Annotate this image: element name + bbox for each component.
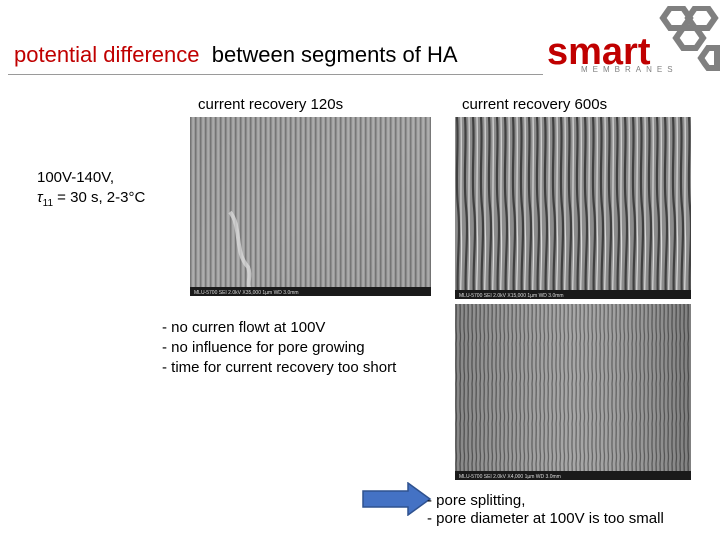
note-item: - time for current recovery too short xyxy=(162,359,397,376)
conclusion-notes: - pore splitting, - pore diameter at 100… xyxy=(427,492,664,528)
title-underline xyxy=(8,74,543,75)
logo-word: smart xyxy=(547,31,651,73)
sem-120s-scalebar: MLU-5700 SEI 2.0kV X35,000 1µm WD 3.0mm xyxy=(194,290,299,296)
conditions-time-temp: τ11 = 30 s, 2-3°C xyxy=(37,188,145,214)
label-recovery-120s: current recovery 120s xyxy=(198,96,344,113)
note-item: - no influence for pore growing xyxy=(162,339,365,356)
observation-notes: - no curren flowt at 100V - no influence… xyxy=(162,318,396,378)
title-red-part: potential difference xyxy=(14,42,200,67)
title-black-part: between segments of HA xyxy=(211,42,458,67)
conditions-rest: = 30 s, 2-3°C xyxy=(53,189,146,206)
tau-subscript: 11 xyxy=(42,198,54,209)
logo-subword: MEMBRANES xyxy=(581,65,678,74)
sem-600s-bottom-scalebar: MLU-5700 SEI 2.0kV X4,000 1µm WD 3.0mm xyxy=(459,474,561,480)
label-recovery-600s: current recovery 600s xyxy=(462,96,608,113)
note-item: - no curren flowt at 100V xyxy=(162,319,326,336)
sem-image-600s-top: MLU-5700 SEI 2.0kV X15,000 1µm WD 3.0mm xyxy=(455,117,691,299)
right-arrow-icon xyxy=(362,482,432,516)
conclusion-item: - pore diameter at 100V is too small xyxy=(427,510,664,527)
sem-image-120s: MLU-5700 SEI 2.0kV X35,000 1µm WD 3.0mm xyxy=(190,117,431,296)
conditions-voltage: 100V-140V, xyxy=(37,169,115,186)
sem-texture-120s: MLU-5700 SEI 2.0kV X35,000 1µm WD 3.0mm xyxy=(190,117,431,296)
sem-image-600s-bottom: MLU-5700 SEI 2.0kV X4,000 1µm WD 3.0mm xyxy=(455,304,691,480)
sem-600s-top-scalebar: MLU-5700 SEI 2.0kV X15,000 1µm WD 3.0mm xyxy=(459,293,564,299)
sem-texture-600s-bottom: MLU-5700 SEI 2.0kV X4,000 1µm WD 3.0mm xyxy=(455,304,691,480)
sem-texture-600s-top: MLU-5700 SEI 2.0kV X15,000 1µm WD 3.0mm xyxy=(455,117,691,299)
slide-title: potential difference between segments of… xyxy=(14,42,458,68)
conclusion-item: - pore splitting, xyxy=(427,492,526,509)
smart-membranes-logo: smart MEMBRANES xyxy=(545,5,720,74)
tau-symbol: τ xyxy=(37,189,43,206)
process-conditions: 100V-140V, τ11 = 30 s, 2-3°C xyxy=(37,168,145,214)
hexagon-cluster-icon xyxy=(659,5,720,71)
